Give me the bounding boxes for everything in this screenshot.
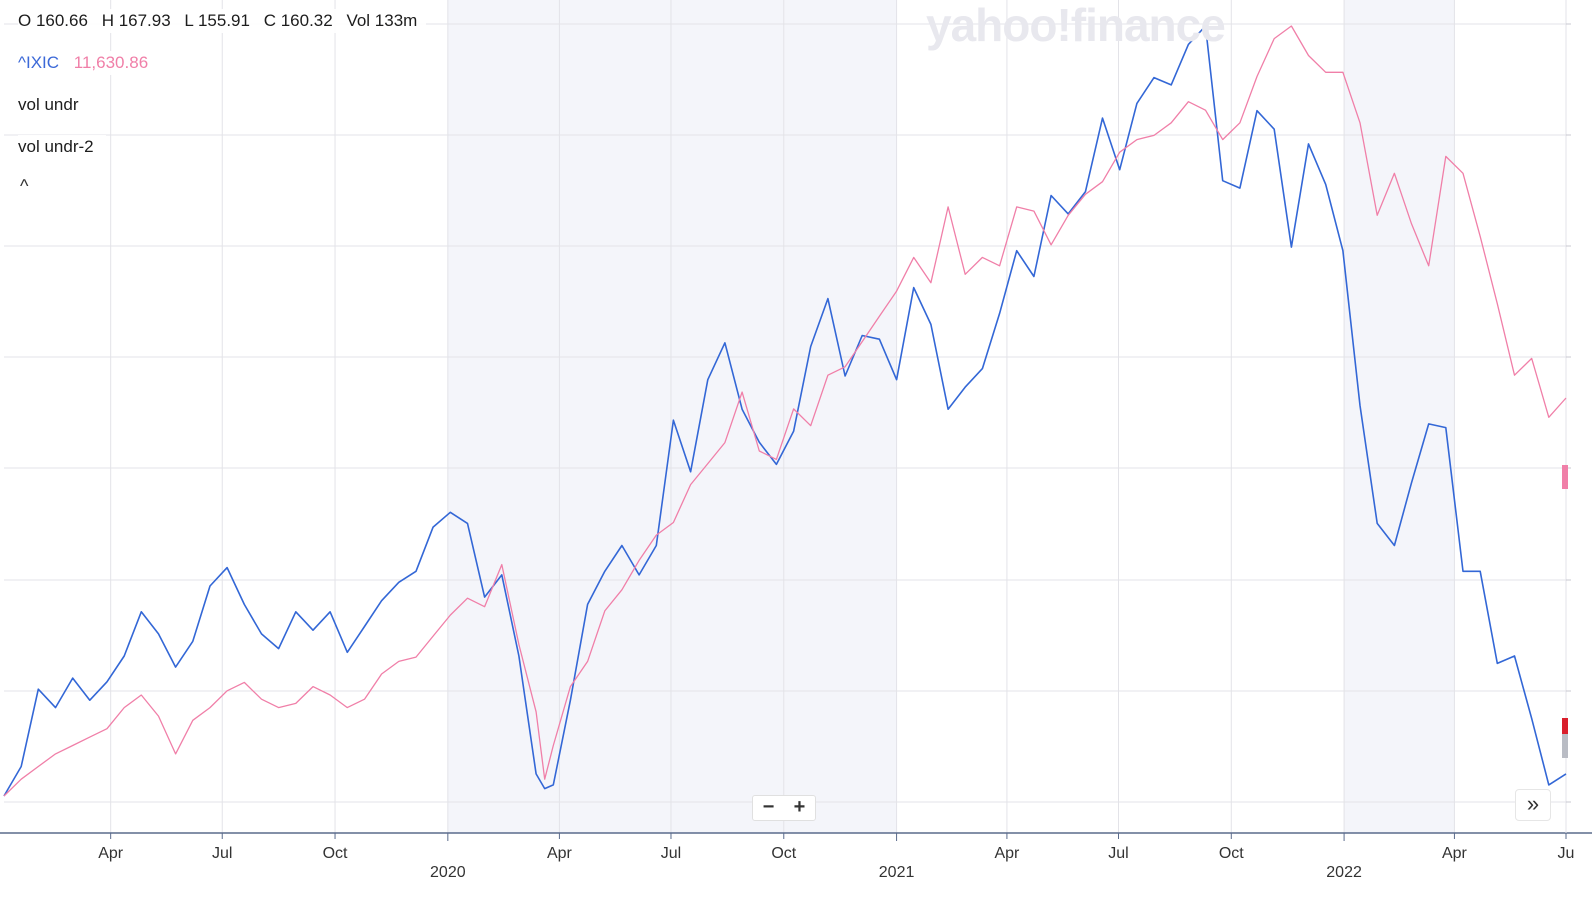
zoom-out-button[interactable]: − bbox=[762, 796, 775, 818]
x-tick-label-10: Ju bbox=[1558, 845, 1575, 862]
year-label-2: 2022 bbox=[1326, 864, 1362, 881]
watermark-logo: yahoo!finance bbox=[926, 0, 1226, 51]
zoom-in-button[interactable]: + bbox=[793, 796, 806, 818]
price-last-marker bbox=[1562, 718, 1568, 734]
high-value: H 167.93 bbox=[101, 11, 171, 30]
x-tick-label-4: Jul bbox=[661, 845, 681, 862]
x-tick-label-0: Apr bbox=[98, 845, 124, 862]
x-tick-label-3: Apr bbox=[547, 845, 573, 862]
indicator-vol-undr-2[interactable]: vol undr-2 bbox=[18, 135, 106, 159]
scroll-to-latest-button[interactable]: » bbox=[1515, 789, 1551, 821]
compare-last-marker bbox=[1562, 465, 1568, 489]
x-tick-label-7: Jul bbox=[1108, 845, 1128, 862]
open-value: O 160.66 bbox=[18, 11, 88, 30]
low-value: L 155.91 bbox=[184, 11, 250, 30]
ohlc-readout: O 160.66 H 167.93 L 155.91 C 160.32 Vol … bbox=[18, 9, 427, 33]
close-value: C 160.32 bbox=[263, 11, 333, 30]
series-line-1 bbox=[3, 25, 1567, 797]
x-tick-label-5: Oct bbox=[771, 845, 796, 862]
x-tick-label-6: Apr bbox=[994, 845, 1020, 862]
zoom-controls: − + bbox=[752, 795, 816, 821]
volume-value: Vol 133m bbox=[346, 11, 418, 30]
comparison-symbol[interactable]: ^IXIC bbox=[18, 53, 60, 72]
comparison-legend[interactable]: ^IXIC 11,630.86 bbox=[18, 51, 149, 75]
x-tick-label-9: Apr bbox=[1442, 845, 1468, 862]
year-label-0: 2020 bbox=[430, 864, 466, 881]
series-line-0 bbox=[3, 25, 1567, 797]
shaded-period-1 bbox=[559, 0, 897, 833]
shaded-period-0 bbox=[447, 0, 560, 833]
collapse-legend-button[interactable]: ^ bbox=[20, 176, 29, 196]
indicator-vol-undr[interactable]: vol undr bbox=[18, 93, 79, 117]
x-tick-label-1: Jul bbox=[212, 845, 232, 862]
volume-marker bbox=[1562, 734, 1568, 758]
comparison-value: 11,630.86 bbox=[73, 53, 149, 72]
x-tick-label-2: Oct bbox=[323, 845, 348, 862]
year-label-1: 2021 bbox=[879, 864, 915, 881]
x-tick-label-8: Oct bbox=[1219, 845, 1244, 862]
